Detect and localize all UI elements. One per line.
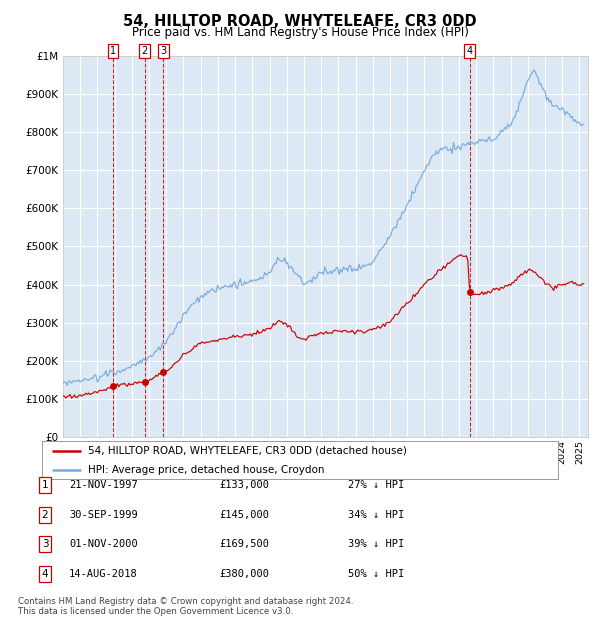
Text: 54, HILLTOP ROAD, WHYTELEAFE, CR3 0DD (detached house): 54, HILLTOP ROAD, WHYTELEAFE, CR3 0DD (d… bbox=[88, 446, 407, 456]
Text: 1: 1 bbox=[110, 46, 116, 56]
Text: 01-NOV-2000: 01-NOV-2000 bbox=[69, 539, 138, 549]
Text: 54, HILLTOP ROAD, WHYTELEAFE, CR3 0DD: 54, HILLTOP ROAD, WHYTELEAFE, CR3 0DD bbox=[123, 14, 477, 29]
Text: £133,000: £133,000 bbox=[219, 480, 269, 490]
Text: 39% ↓ HPI: 39% ↓ HPI bbox=[348, 539, 404, 549]
Text: 14-AUG-2018: 14-AUG-2018 bbox=[69, 569, 138, 579]
Text: 4: 4 bbox=[41, 569, 49, 579]
Text: 34% ↓ HPI: 34% ↓ HPI bbox=[348, 510, 404, 520]
Text: 3: 3 bbox=[160, 46, 166, 56]
Text: 2: 2 bbox=[41, 510, 49, 520]
Text: £145,000: £145,000 bbox=[219, 510, 269, 520]
Text: HPI: Average price, detached house, Croydon: HPI: Average price, detached house, Croy… bbox=[88, 466, 325, 476]
Text: 21-NOV-1997: 21-NOV-1997 bbox=[69, 480, 138, 490]
Text: 4: 4 bbox=[467, 46, 473, 56]
Text: Contains HM Land Registry data © Crown copyright and database right 2024.: Contains HM Land Registry data © Crown c… bbox=[18, 597, 353, 606]
Text: 50% ↓ HPI: 50% ↓ HPI bbox=[348, 569, 404, 579]
Text: Price paid vs. HM Land Registry's House Price Index (HPI): Price paid vs. HM Land Registry's House … bbox=[131, 26, 469, 39]
Text: £380,000: £380,000 bbox=[219, 569, 269, 579]
Text: 30-SEP-1999: 30-SEP-1999 bbox=[69, 510, 138, 520]
Text: 3: 3 bbox=[41, 539, 49, 549]
Text: 27% ↓ HPI: 27% ↓ HPI bbox=[348, 480, 404, 490]
Text: 1: 1 bbox=[41, 480, 49, 490]
Text: 2: 2 bbox=[142, 46, 148, 56]
Text: £169,500: £169,500 bbox=[219, 539, 269, 549]
Text: This data is licensed under the Open Government Licence v3.0.: This data is licensed under the Open Gov… bbox=[18, 606, 293, 616]
